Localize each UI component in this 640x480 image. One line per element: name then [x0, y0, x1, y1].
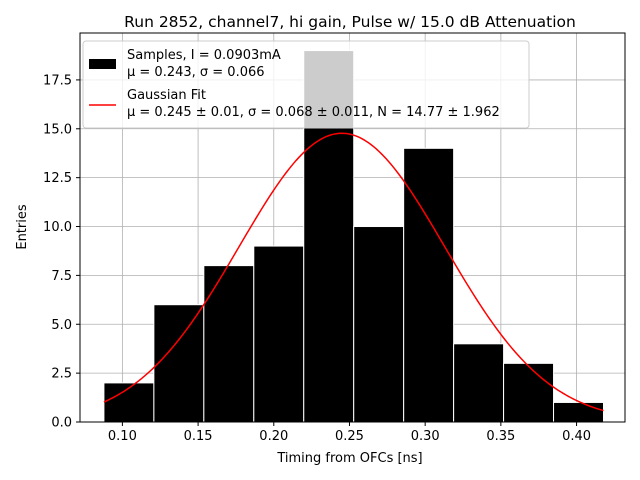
histogram-bar — [203, 265, 255, 423]
y-axis-label: Entries — [15, 204, 30, 250]
x-tick-label: 0.15 — [184, 429, 213, 444]
legend-fit-label: Gaussian Fit — [127, 88, 206, 103]
x-axis-label: Timing from OFCs [ns] — [276, 451, 422, 466]
histogram-bar — [453, 343, 505, 423]
x-tick-label: 0.25 — [335, 429, 364, 444]
x-axis: 0.10 0.15 0.20 0.25 0.30 0.35 0.40 — [108, 422, 591, 444]
y-tick-label: 7.5 — [51, 269, 72, 284]
x-tick-label: 0.40 — [562, 429, 591, 444]
histogram-bar — [353, 226, 405, 423]
legend-samples-stats: μ = 0.243, σ = 0.066 — [127, 65, 265, 80]
legend-fit-stats: μ = 0.245 ± 0.01, σ = 0.068 ± 0.011, N =… — [127, 105, 500, 120]
y-axis: 0.0 2.5 5.0 7.5 10.0 12.5 15.0 17.5 — [43, 73, 80, 431]
histogram-bar — [153, 304, 205, 423]
histogram-bar — [503, 362, 555, 423]
x-tick-label: 0.30 — [411, 429, 440, 444]
legend: Samples, I = 0.0903mA μ = 0.243, σ = 0.0… — [82, 40, 530, 129]
x-tick-label: 0.20 — [259, 429, 288, 444]
legend-entry-samples: Samples, I = 0.0903mA μ = 0.243, σ = 0.0… — [89, 48, 281, 80]
legend-samples-label: Samples, I = 0.0903mA — [127, 48, 281, 63]
y-tick-label: 10.0 — [43, 220, 72, 235]
y-tick-label: 17.5 — [43, 73, 72, 88]
y-tick-label: 2.5 — [51, 367, 72, 382]
chart-title: Run 2852, channel7, hi gain, Pulse w/ 15… — [124, 13, 576, 31]
y-tick-label: 5.0 — [51, 318, 72, 333]
gaussian-fit-curve — [103, 132, 604, 412]
y-tick-label: 15.0 — [43, 122, 72, 137]
x-tick-label: 0.10 — [108, 429, 137, 444]
y-tick-label: 12.5 — [43, 171, 72, 186]
histogram-bar — [403, 147, 455, 423]
legend-samples-swatch — [89, 59, 116, 69]
plot-frame — [79, 32, 626, 423]
histogram-bars — [103, 50, 605, 423]
histogram-bar — [253, 245, 305, 423]
histogram-bar — [553, 401, 605, 423]
legend-box — [82, 40, 530, 129]
y-tick-label: 0.0 — [51, 416, 72, 431]
x-tick-label: 0.35 — [486, 429, 515, 444]
legend-entry-fit: Gaussian Fit μ = 0.245 ± 0.01, σ = 0.068… — [89, 88, 500, 120]
